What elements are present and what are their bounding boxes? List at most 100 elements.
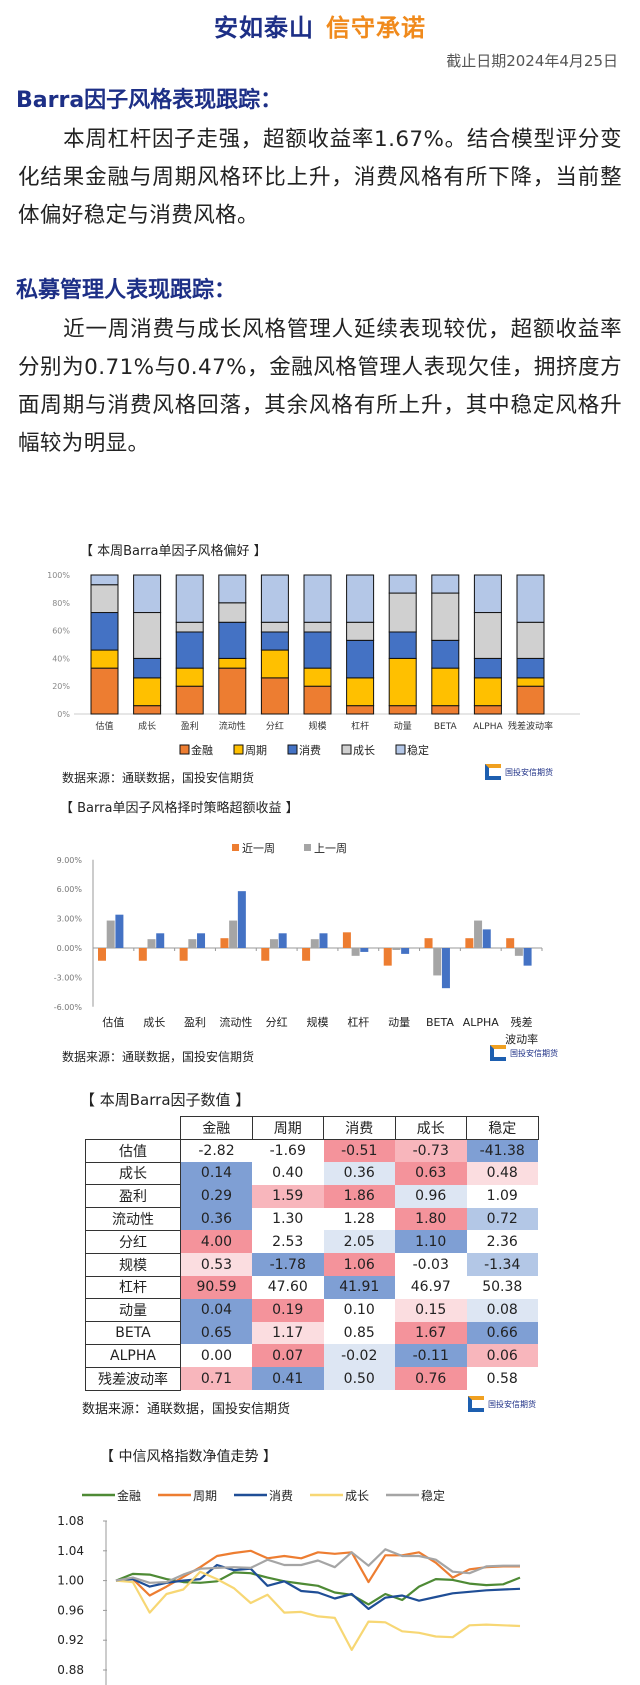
bar — [278, 933, 287, 948]
logo-text: 国投安信期货 — [510, 1048, 558, 1058]
chart1-source: 数据来源：通联数据，国投安信期货 — [62, 771, 255, 785]
bar — [229, 920, 238, 948]
bar — [383, 948, 392, 966]
y-tick-label: 80% — [52, 599, 70, 608]
y-tick-label: 9.00% — [57, 856, 83, 865]
value-cell: 0.48 — [466, 1162, 538, 1185]
bar — [360, 948, 369, 952]
bar — [302, 948, 311, 961]
bar-segment — [431, 705, 460, 715]
legend-label: 近一周 — [242, 842, 275, 855]
row-label: 动量 — [85, 1298, 181, 1323]
table-row: 杠杆 90.59 47.60 41.91 46.97 50.38 — [85, 1275, 538, 1300]
bar — [179, 948, 188, 961]
bar-segment — [90, 612, 119, 651]
row-label: 分红 — [85, 1229, 181, 1254]
value-cell: -0.02 — [323, 1344, 395, 1368]
legend-swatch — [395, 744, 406, 755]
x-tick-label: 波动率 — [505, 1032, 538, 1046]
y-tick-label: 0.00% — [57, 944, 83, 953]
value-cell: 1.17 — [252, 1321, 324, 1345]
x-tick-label: BETA — [434, 722, 458, 732]
table-row: 估值 -2.82 -1.69 -0.51 -0.73 -41.38 — [85, 1138, 538, 1163]
logo-text: 国投安信期货 — [505, 767, 553, 777]
legend-label: 消费 — [269, 1489, 293, 1503]
column-header: 成长 — [394, 1116, 467, 1140]
bar-segment — [260, 631, 289, 651]
x-tick-label: 估值 — [95, 720, 113, 732]
row-label: 残差波动率 — [85, 1366, 181, 1391]
value-cell: 1.86 — [323, 1184, 395, 1208]
table-header-row: 金融 周期 消费 成长 稳定 — [86, 1116, 539, 1140]
bar — [147, 939, 156, 948]
bar-segment — [175, 631, 204, 669]
row-label: BETA — [85, 1321, 181, 1345]
bar-segment — [133, 705, 162, 715]
section-title-barra: Barra因子风格表现跟踪： — [16, 88, 283, 113]
series-line-稳定 — [115, 1548, 520, 1584]
bar — [433, 948, 442, 976]
bar-segment — [431, 574, 460, 594]
bar-segment — [90, 667, 119, 715]
table-row: ALPHA 0.00 0.07 -0.02 -0.11 0.06 — [85, 1343, 538, 1368]
bar-segment — [303, 621, 332, 633]
y-tick-label: 3.00% — [57, 915, 83, 924]
x-tick-label: BETA — [426, 1016, 454, 1029]
column-header: 金融 — [180, 1116, 253, 1140]
x-tick-label: 成长 — [143, 1016, 165, 1029]
value-cell: 0.36 — [323, 1162, 395, 1185]
y-tick-label: 1.00 — [57, 1574, 84, 1588]
value-cell: 0.50 — [323, 1367, 395, 1391]
value-cell: 47.60 — [252, 1276, 324, 1299]
value-cell: -1.34 — [466, 1253, 538, 1277]
bar — [197, 933, 206, 948]
x-tick-label: 流动性 — [219, 720, 246, 732]
legend-label: 稳定 — [407, 743, 429, 757]
bar-segment — [218, 657, 247, 669]
x-tick-label: 分红 — [266, 1016, 288, 1029]
value-cell: 0.58 — [466, 1367, 538, 1391]
value-cell: 0.85 — [323, 1321, 395, 1345]
company-logo: 国投安信期货 — [490, 1045, 558, 1061]
legend-label: 金融 — [191, 743, 213, 757]
bar-segment — [473, 574, 502, 614]
value-cell: 2.36 — [466, 1230, 538, 1254]
bar — [319, 933, 328, 948]
bar — [138, 948, 147, 961]
bar — [401, 948, 410, 954]
value-cell: 0.14 — [180, 1162, 252, 1185]
value-cell: 4.00 — [180, 1230, 252, 1254]
bar-segment — [346, 639, 375, 679]
value-cell: 0.63 — [395, 1162, 467, 1185]
chart1-title: 【 本周Barra单因子风格偏好 】 — [80, 544, 267, 559]
bar-segment — [260, 677, 289, 715]
bar — [441, 948, 450, 989]
value-cell: 0.04 — [180, 1298, 252, 1322]
x-tick-label: ALPHA — [463, 1016, 500, 1029]
table-row: 规模 0.53 -1.78 1.06 -0.03 -1.34 — [85, 1252, 538, 1277]
bar — [106, 920, 115, 948]
y-tick-label: 40% — [52, 654, 70, 663]
x-tick-label: 残差 — [511, 1015, 533, 1029]
bar-segment — [133, 574, 162, 614]
bar-segment — [388, 657, 417, 707]
bar-segment — [133, 677, 162, 707]
bar-segment — [90, 574, 119, 586]
value-cell: -0.51 — [323, 1139, 395, 1163]
logo-text: 国投安信期货 — [488, 1399, 536, 1409]
bar-segment — [431, 592, 460, 641]
legend-swatch — [232, 844, 239, 851]
bar-segment — [516, 574, 545, 623]
legend-label: 周期 — [193, 1489, 217, 1503]
bar-segment — [218, 621, 247, 659]
bar-segment — [516, 657, 545, 679]
bar-segment — [473, 657, 502, 679]
bar-segment — [218, 574, 247, 604]
bar-segment — [388, 705, 417, 715]
section-text-barra: 本周杠杆因子走强，超额收益率1.67%。结合模型评分变化结果金融与周期风格环比上… — [18, 127, 622, 228]
y-tick-label: -3.00% — [54, 973, 83, 982]
style-preference-chart: 0%20%40%60%80%100%估值 成长 盈利 流动性 分红 规模 杠杆 动量 BETA A… — [47, 571, 580, 757]
x-tick-label: 分红 — [266, 720, 284, 732]
bar — [506, 938, 515, 948]
row-label: 成长 — [85, 1161, 181, 1186]
